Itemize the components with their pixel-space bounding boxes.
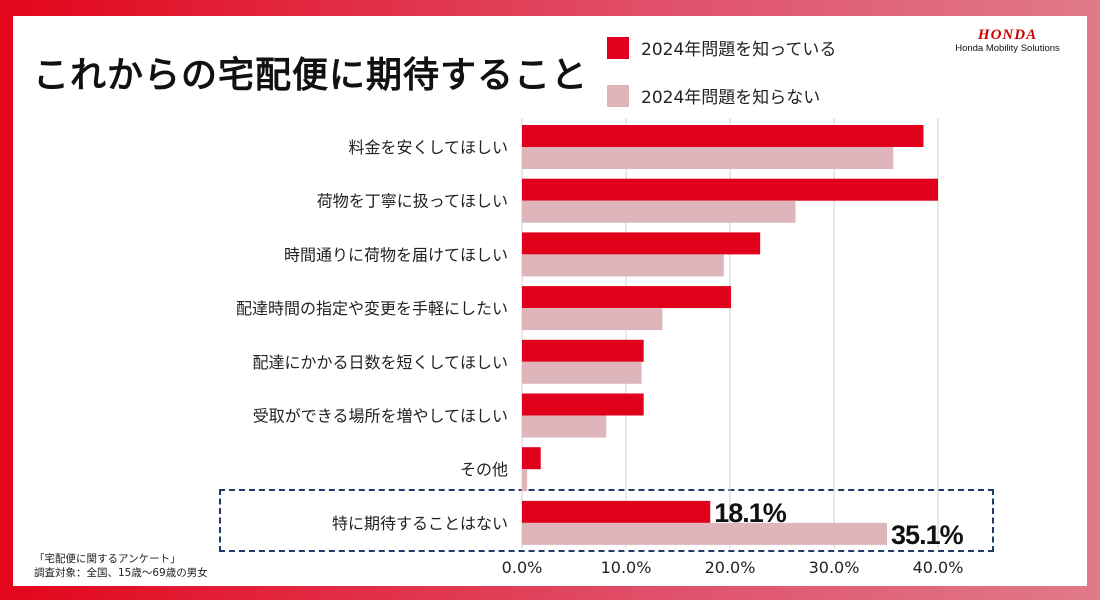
bar-unaware (522, 147, 894, 169)
brand-subtitle: Honda Mobility Solutions (955, 43, 1060, 54)
x-tick-label: 20.0% (705, 558, 756, 577)
bar-unaware (522, 469, 528, 492)
data-label: 18.1% (714, 498, 787, 528)
x-tick-label: 10.0% (601, 558, 652, 577)
legend-swatch-unaware (607, 84, 629, 107)
category-label: 配達にかかる日数を短くしてほしい (252, 353, 508, 372)
bar-unaware (522, 254, 724, 277)
x-tick-label: 40.0% (913, 558, 964, 577)
x-tick-label: 30.0% (809, 558, 860, 577)
bar-aware (522, 286, 732, 309)
bar-unaware (522, 361, 642, 384)
bar-unaware (522, 415, 607, 438)
highlight-box (219, 489, 994, 552)
data-label: 35.1% (891, 520, 964, 550)
legend-item-unaware: 2024年問題を知らない (607, 83, 820, 108)
category-label: 時間通りに荷物を届けてほしい (284, 245, 508, 264)
bar-aware (522, 178, 938, 201)
category-label: 受取ができる場所を増やしてほしい (253, 407, 508, 426)
legend-item-aware: 2024年問題を知っている (607, 35, 836, 60)
bar-aware (522, 232, 761, 255)
bar-unaware (522, 200, 796, 223)
x-tick-label: 0.0% (502, 558, 543, 577)
footnote-survey: 「宅配便に関するアンケート」 (34, 553, 181, 565)
legend-swatch-aware (607, 36, 629, 59)
bar-aware (522, 393, 644, 416)
bar-aware (522, 447, 541, 470)
bar-aware (522, 125, 924, 147)
category-label: 荷物を丁寧に扱ってほしい (317, 192, 508, 211)
bar-unaware (522, 522, 888, 545)
legend-label-aware: 2024年問題を知っている (641, 40, 837, 60)
category-label: 料金を安くしてほしい (348, 138, 508, 157)
honda-logo: HONDA Honda Mobility Solutions (950, 27, 1065, 55)
bar-aware (522, 500, 711, 523)
brand-logo-text: HONDA (977, 27, 1038, 43)
footnote-target: 調査対象：全国、15歳〜69歳の男女 (34, 567, 208, 579)
bar-unaware (522, 308, 663, 331)
category-label: その他 (460, 460, 508, 479)
category-label: 配達時間の指定や変更を手軽にしたい (236, 299, 508, 318)
category-label: 特に期待することはない (332, 514, 508, 533)
legend-label-unaware: 2024年問題を知らない (641, 88, 821, 108)
page-title: これからの宅配便に期待すること (33, 55, 589, 96)
bar-aware (522, 339, 644, 362)
